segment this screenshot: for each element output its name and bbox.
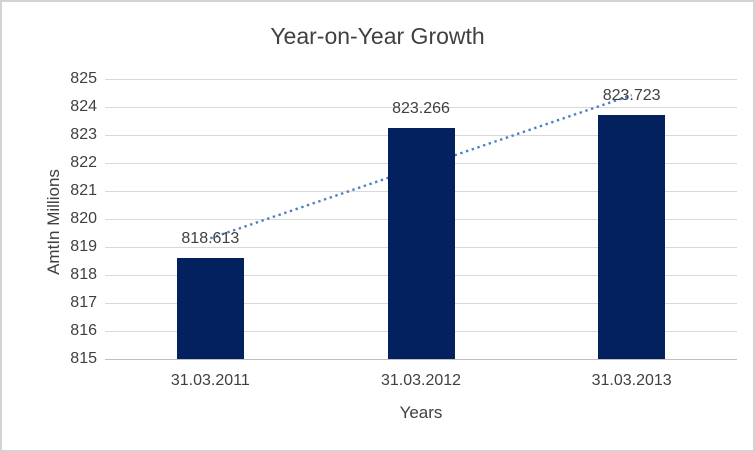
y-tick-label: 818 [70, 266, 97, 283]
x-axis-line [105, 359, 737, 360]
x-tick-label: 31.03.2013 [591, 372, 672, 389]
bar-31.03.2011 [176, 257, 244, 359]
x-tick-label: 31.03.2012 [380, 372, 462, 389]
y-tick-label: 816 [70, 322, 97, 339]
x-tick-label: 31.03.2011 [170, 372, 250, 389]
y-tick-label: 823 [70, 126, 97, 143]
bar-31.03.2013 [598, 114, 666, 359]
y-tick-label: 825 [70, 70, 97, 87]
y-tick-label: 822 [70, 154, 97, 171]
plot-area: 818.613 823.266 823.723 [105, 79, 737, 359]
y-tick-label: 821 [70, 182, 97, 199]
x-axis-title: Years [399, 403, 443, 422]
y-gridline [105, 107, 737, 108]
y-tick-label: 819 [70, 238, 97, 255]
y-tick-label: 824 [70, 98, 97, 115]
value-label: 818.613 [181, 229, 240, 247]
y-tick-label: 815 [70, 350, 97, 367]
value-label: 823.266 [392, 99, 450, 117]
y-tick-label: 817 [70, 294, 97, 311]
y-tick-label: 820 [70, 210, 97, 227]
chart-title: Year-on-Year Growth [270, 23, 485, 49]
value-label: 823.723 [602, 86, 661, 104]
bar-31.03.2012 [387, 127, 455, 359]
y-gridline [105, 79, 737, 80]
